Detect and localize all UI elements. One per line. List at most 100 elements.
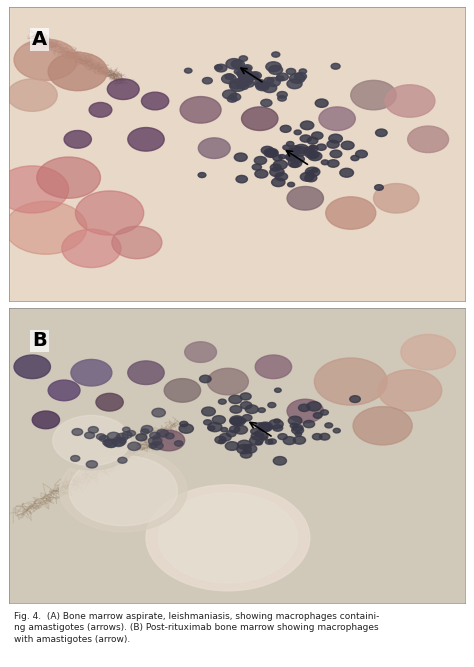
Circle shape — [350, 396, 360, 402]
Circle shape — [258, 408, 265, 412]
Circle shape — [374, 183, 419, 213]
Circle shape — [198, 138, 230, 159]
Circle shape — [241, 402, 252, 409]
Circle shape — [141, 92, 169, 110]
Circle shape — [258, 422, 273, 432]
Circle shape — [275, 173, 288, 181]
Circle shape — [148, 437, 162, 446]
Circle shape — [329, 134, 342, 143]
Circle shape — [283, 145, 290, 150]
Circle shape — [290, 423, 298, 428]
Circle shape — [231, 60, 245, 68]
Circle shape — [295, 432, 301, 436]
Circle shape — [294, 130, 301, 135]
Circle shape — [288, 182, 295, 187]
Circle shape — [237, 71, 245, 75]
Circle shape — [266, 62, 281, 71]
Circle shape — [300, 135, 311, 142]
Circle shape — [204, 420, 211, 425]
Circle shape — [118, 458, 127, 463]
Circle shape — [307, 170, 314, 175]
Circle shape — [305, 167, 320, 177]
Circle shape — [278, 95, 286, 101]
Circle shape — [274, 419, 280, 423]
Circle shape — [280, 125, 291, 132]
Circle shape — [127, 430, 136, 436]
Circle shape — [265, 440, 273, 444]
Circle shape — [104, 439, 117, 448]
Circle shape — [256, 81, 268, 89]
Circle shape — [5, 201, 87, 254]
Circle shape — [37, 157, 100, 198]
Circle shape — [270, 167, 284, 177]
Circle shape — [107, 432, 120, 441]
Circle shape — [311, 168, 318, 173]
Circle shape — [330, 150, 342, 157]
Circle shape — [64, 131, 91, 148]
Circle shape — [252, 164, 262, 170]
Circle shape — [113, 439, 124, 447]
Circle shape — [96, 434, 106, 440]
Circle shape — [212, 416, 226, 424]
Circle shape — [208, 422, 222, 432]
Circle shape — [151, 442, 163, 450]
Circle shape — [158, 493, 298, 583]
Circle shape — [286, 69, 296, 75]
Circle shape — [215, 436, 226, 444]
Circle shape — [270, 164, 281, 171]
Circle shape — [341, 141, 354, 149]
Circle shape — [255, 79, 265, 87]
Circle shape — [272, 52, 280, 57]
Circle shape — [62, 229, 121, 267]
Circle shape — [225, 442, 239, 450]
Circle shape — [278, 434, 287, 440]
Circle shape — [327, 140, 339, 148]
Circle shape — [237, 69, 253, 79]
Circle shape — [237, 444, 251, 454]
Circle shape — [260, 424, 271, 432]
Circle shape — [285, 154, 294, 160]
Circle shape — [317, 144, 326, 150]
Circle shape — [408, 126, 448, 153]
Circle shape — [263, 83, 277, 93]
Circle shape — [273, 155, 283, 161]
Circle shape — [256, 82, 269, 91]
Circle shape — [385, 85, 435, 117]
Circle shape — [86, 461, 98, 468]
Circle shape — [288, 148, 300, 155]
Circle shape — [128, 442, 141, 450]
Text: A: A — [32, 30, 47, 49]
Circle shape — [156, 430, 168, 437]
Circle shape — [230, 416, 244, 425]
Circle shape — [288, 416, 302, 425]
Circle shape — [325, 423, 333, 428]
Circle shape — [71, 360, 112, 386]
Circle shape — [208, 426, 215, 430]
Circle shape — [103, 440, 113, 446]
Circle shape — [149, 443, 157, 448]
Circle shape — [321, 160, 329, 165]
Circle shape — [116, 434, 128, 441]
Circle shape — [234, 69, 242, 74]
Circle shape — [305, 174, 317, 182]
Circle shape — [272, 178, 285, 187]
Circle shape — [75, 191, 144, 235]
Circle shape — [301, 121, 314, 129]
Circle shape — [237, 75, 253, 85]
Circle shape — [313, 413, 322, 418]
Circle shape — [118, 438, 126, 444]
Circle shape — [261, 436, 267, 440]
Circle shape — [96, 394, 123, 411]
Circle shape — [378, 370, 442, 411]
Circle shape — [271, 151, 277, 155]
Circle shape — [287, 79, 302, 89]
Circle shape — [89, 103, 112, 117]
Circle shape — [112, 226, 162, 259]
Circle shape — [221, 74, 236, 83]
Circle shape — [107, 79, 139, 99]
Circle shape — [180, 422, 188, 427]
Circle shape — [304, 147, 314, 153]
Circle shape — [309, 145, 316, 149]
Circle shape — [333, 428, 340, 433]
Circle shape — [221, 428, 228, 432]
